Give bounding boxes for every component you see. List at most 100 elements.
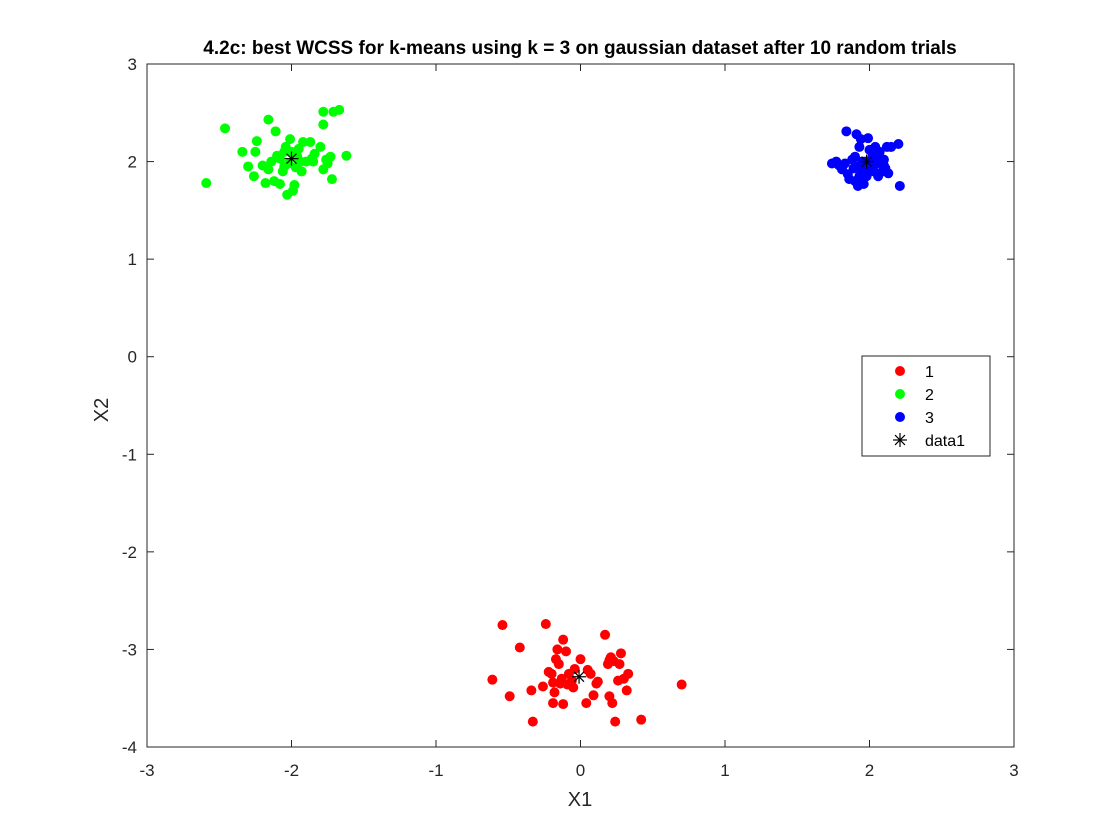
- data-point: [546, 668, 557, 679]
- y-tick-label: 3: [128, 55, 137, 74]
- legend-entry: 2: [895, 387, 934, 404]
- data-point: [858, 179, 869, 190]
- data-point: [581, 698, 592, 709]
- legend-asterisk-icon: [893, 433, 907, 447]
- x-tick-label: 3: [1009, 761, 1018, 780]
- data-point: [263, 164, 274, 175]
- data-point: [263, 114, 274, 125]
- data-point: [279, 161, 290, 172]
- data-point: [600, 629, 611, 640]
- data-point: [250, 146, 261, 157]
- data-point: [585, 668, 596, 679]
- y-tick-label: 2: [128, 153, 137, 172]
- y-tick-label: -2: [122, 543, 137, 562]
- data-point: [305, 137, 316, 148]
- data-point: [289, 179, 300, 190]
- data-point: [237, 146, 248, 157]
- data-point: [864, 144, 875, 155]
- data-point: [607, 698, 618, 709]
- data-point: [315, 141, 326, 152]
- x-axis-ticks: -3 -2 -1 0 1 2 3: [139, 64, 1019, 780]
- data-point: [540, 619, 551, 630]
- data-point: [248, 171, 259, 182]
- data-point: [274, 153, 285, 164]
- data-point: [243, 161, 254, 172]
- centroid-marker: [572, 669, 587, 684]
- chart-title: 4.2c: best WCSS for k-means using k = 3 …: [203, 38, 956, 59]
- data-point: [220, 123, 231, 134]
- x-tick-label: 1: [720, 761, 729, 780]
- data-point: [270, 126, 281, 137]
- data-point: [676, 679, 687, 690]
- data-point: [526, 685, 537, 696]
- data-point: [318, 106, 329, 117]
- data-point: [341, 150, 352, 161]
- x-tick-label: 0: [576, 761, 585, 780]
- legend-entry: 3: [895, 410, 934, 427]
- data-point: [285, 134, 296, 145]
- legend-marker-icon: [895, 389, 905, 399]
- legend: 1 2 3 data1: [861, 355, 991, 457]
- data-point: [850, 151, 861, 162]
- legend-marker-icon: [895, 366, 905, 376]
- data-point: [201, 178, 212, 189]
- series-2: [201, 104, 352, 200]
- y-axis-ticks: -4 -3 -2 -1 0 1 2 3: [122, 55, 1014, 757]
- x-tick-label: -3: [139, 761, 154, 780]
- data-point: [326, 174, 337, 185]
- data-point: [487, 674, 498, 685]
- data-point: [553, 659, 564, 670]
- data-point: [841, 126, 852, 137]
- data-points: [201, 104, 905, 727]
- y-tick-label: -3: [122, 640, 137, 659]
- data-point: [514, 642, 525, 653]
- legend-entry: data1: [893, 433, 965, 450]
- y-tick-label: -4: [122, 738, 137, 757]
- legend-label: 3: [925, 410, 934, 427]
- y-tick-label: -1: [122, 445, 137, 464]
- data-point: [614, 659, 625, 670]
- data-point: [555, 678, 566, 689]
- data-point: [854, 141, 865, 152]
- data-point: [636, 714, 647, 725]
- data-point: [260, 178, 271, 189]
- data-point: [308, 156, 319, 167]
- series-1: [487, 619, 687, 727]
- data-point: [334, 104, 345, 115]
- data-point: [615, 648, 626, 659]
- data-point: [623, 668, 634, 679]
- data-point: [883, 168, 894, 179]
- data-point: [548, 698, 559, 709]
- series-data1: [284, 151, 874, 684]
- legend-label: 2: [925, 387, 934, 404]
- x-tick-label: -2: [284, 761, 299, 780]
- data-point: [893, 139, 904, 150]
- data-point: [309, 148, 320, 159]
- legend-label: 1: [925, 364, 934, 381]
- data-point: [588, 690, 599, 701]
- data-point: [497, 620, 508, 631]
- y-tick-label: 0: [128, 348, 137, 367]
- data-point: [878, 160, 889, 171]
- data-point: [568, 682, 579, 693]
- x-axis-label: X1: [568, 789, 592, 811]
- data-point: [293, 143, 304, 154]
- data-point: [527, 716, 538, 727]
- y-tick-label: 1: [128, 250, 137, 269]
- legend-label: data1: [925, 433, 965, 450]
- data-point: [621, 685, 632, 696]
- data-point: [318, 119, 329, 130]
- data-point: [504, 691, 515, 702]
- data-point: [558, 634, 569, 645]
- data-point: [604, 655, 615, 666]
- series-3: [826, 126, 905, 191]
- data-point: [894, 180, 905, 191]
- legend-box: [861, 355, 991, 457]
- legend-marker-icon: [895, 412, 905, 422]
- data-point: [569, 663, 580, 674]
- data-point: [325, 151, 336, 162]
- data-point: [549, 687, 560, 698]
- centroid-marker: [284, 151, 299, 166]
- centroid-marker: [859, 154, 874, 169]
